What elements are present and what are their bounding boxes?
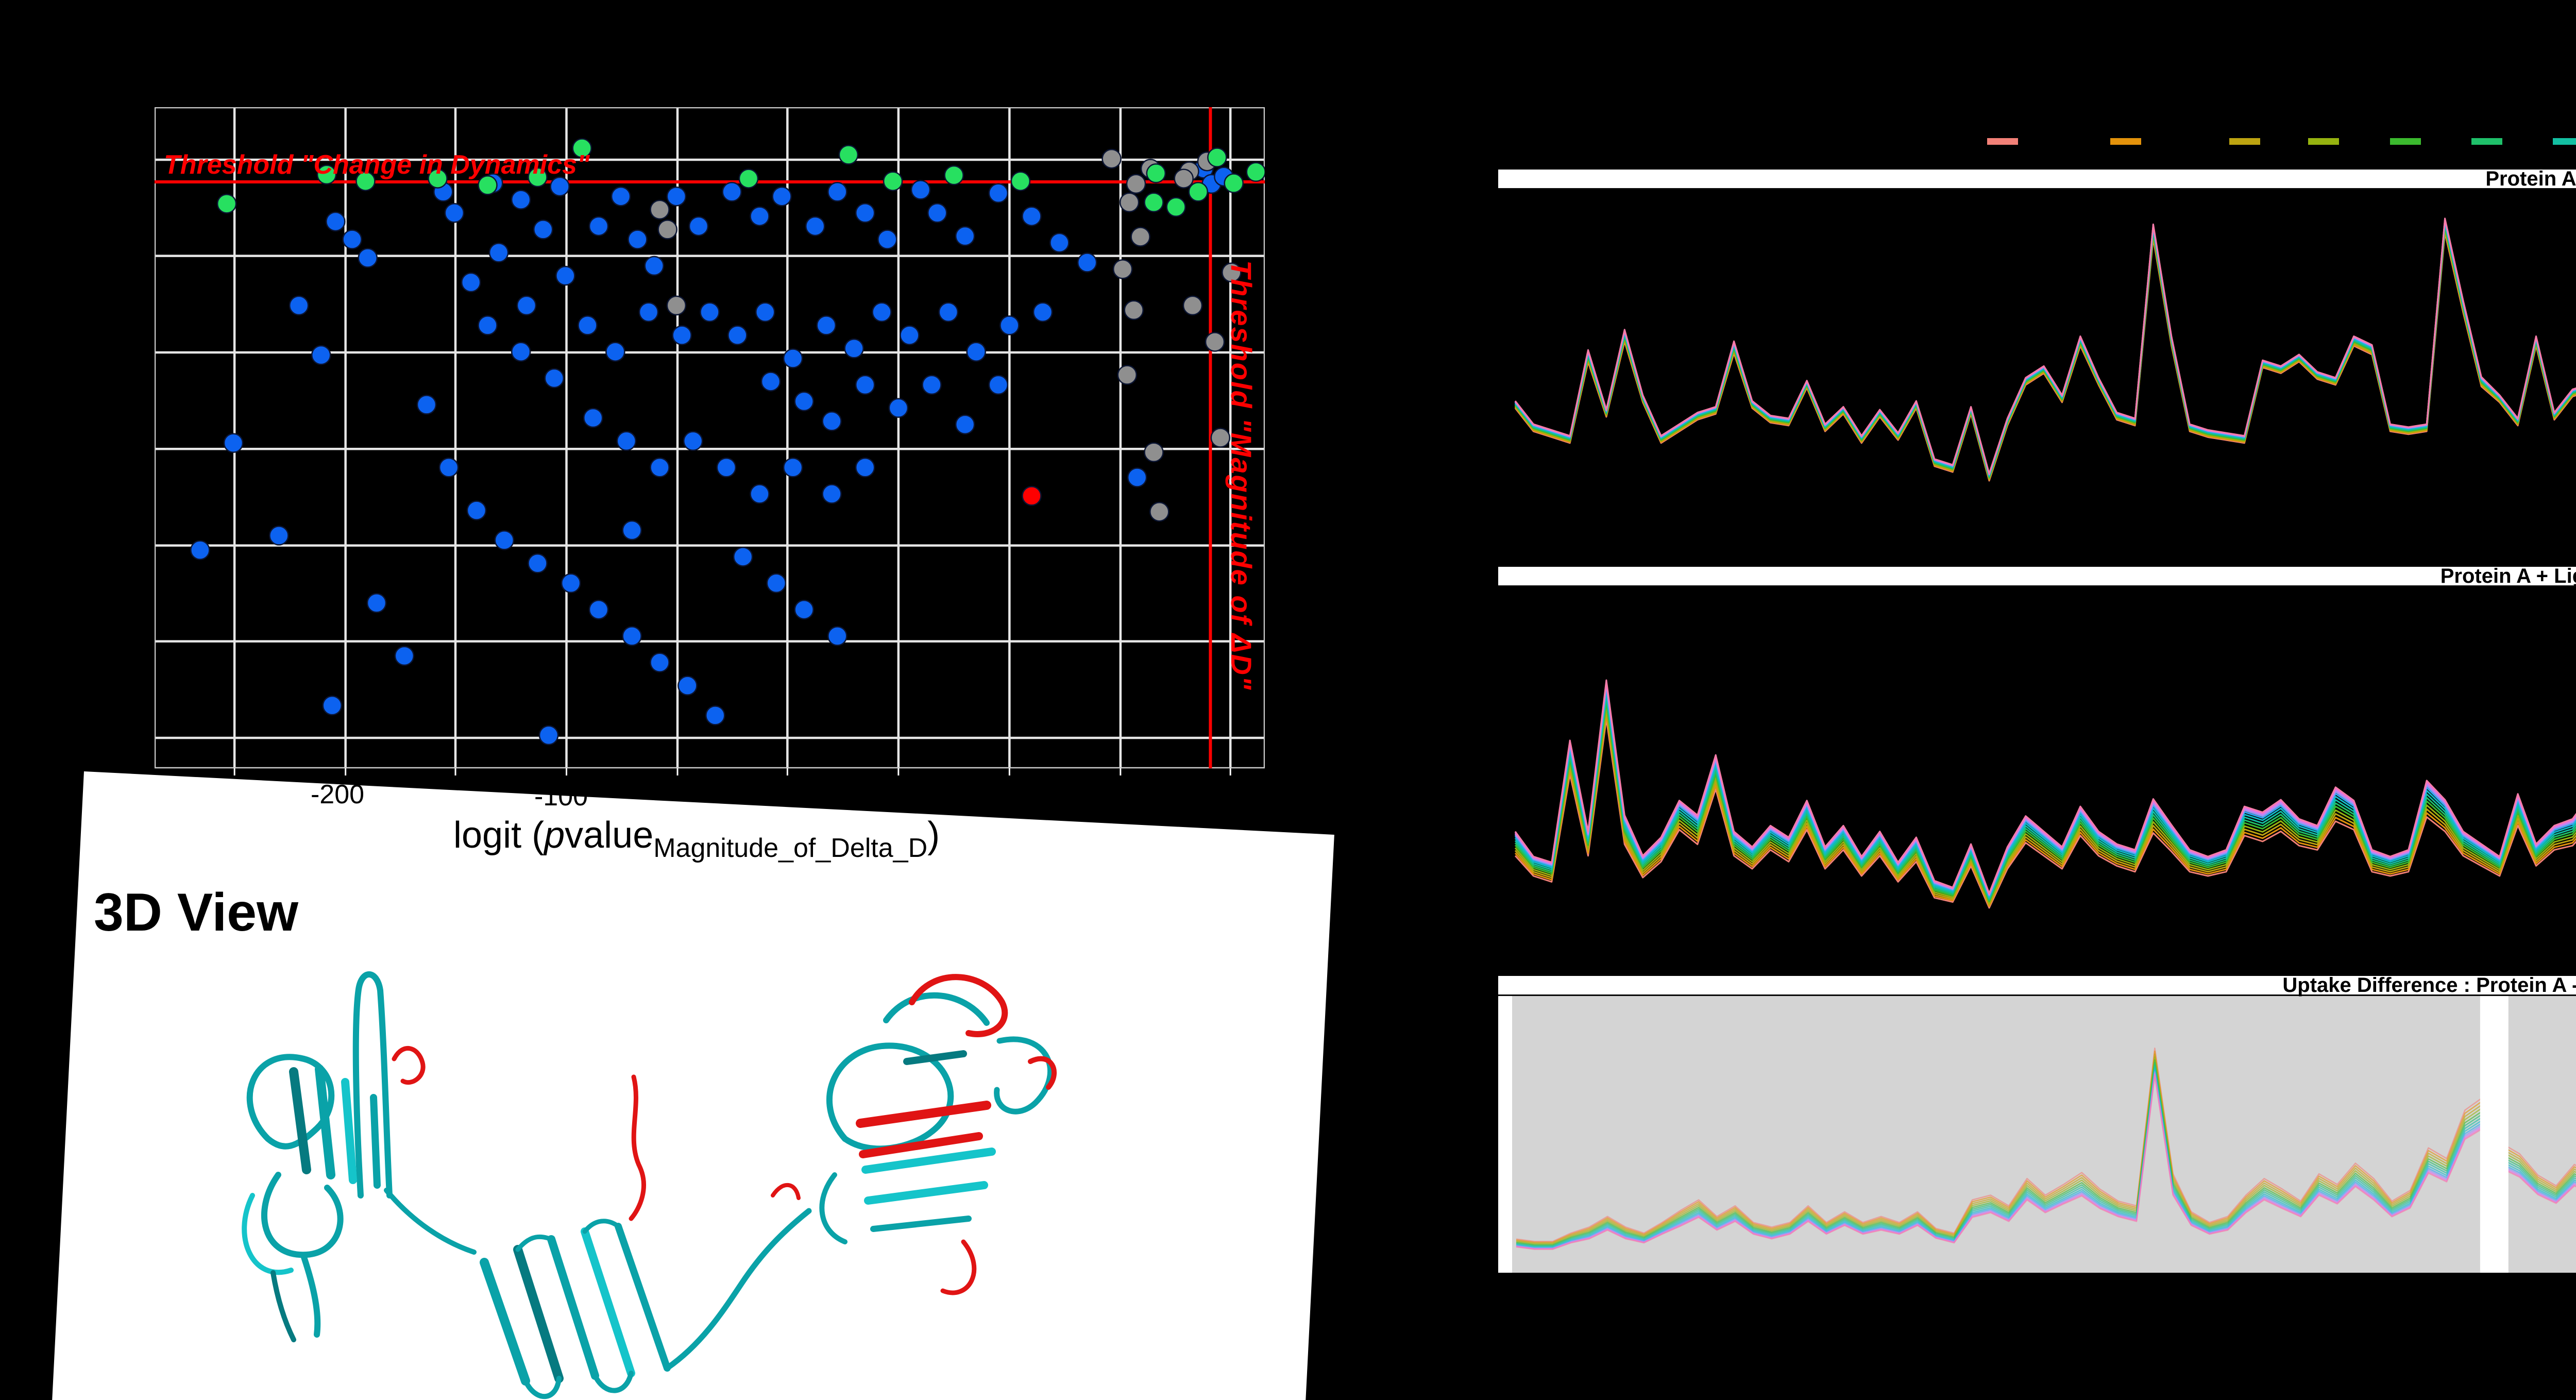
ribbon-highlight (1028, 1056, 1057, 1090)
ribbon-strand (341, 1078, 357, 1184)
ribbon-highlight (771, 1183, 801, 1200)
ribbon-strand (883, 992, 990, 1026)
ribbon-strand (261, 1172, 344, 1258)
volcano-scatter-plot[interactable] (155, 107, 1265, 777)
panel-title-protein-a: Protein A (2485, 167, 2576, 190)
panel-title-bar-protein-a: Protein A (1498, 167, 2576, 190)
ribbon-strand (352, 971, 393, 1199)
ribbon-strand (994, 1036, 1053, 1115)
ribbon-strand (242, 1193, 294, 1275)
ribbon-strand (480, 1258, 530, 1386)
legend-swatch-6 (2471, 138, 2502, 145)
x-tick-minus-200: -200 (310, 780, 365, 809)
ribbon-highlight (629, 1074, 646, 1221)
3d-view-title: 3D View (94, 883, 298, 942)
ribbon-strand (903, 1050, 967, 1065)
x-axis-label-value: value (565, 815, 654, 856)
x-axis-label-p: p (544, 815, 565, 856)
ribbon-loop (523, 1376, 562, 1399)
legend-swatch-1 (1987, 138, 2018, 145)
x-axis-label-suffix: ) (927, 815, 940, 856)
ribbon-strand (581, 1227, 635, 1377)
legend-swatch-4 (2308, 138, 2339, 145)
legend-swatch-7 (2553, 138, 2576, 145)
ribbon-loop (664, 1208, 812, 1371)
threshold-change-label: Threshold "Change in Dynamics" (164, 150, 590, 180)
ribbon-strand (289, 1067, 311, 1174)
x-axis-label-prefix: logit ( (453, 815, 545, 856)
ribbon-highlight (909, 974, 1008, 1037)
ribbon-loop (592, 1371, 634, 1393)
ribbon-loop (515, 1234, 554, 1252)
ribbon-strand (870, 1216, 972, 1232)
threshold-magnitude-label: Threshold "Magnitude of ΔD" (1225, 260, 1258, 691)
uptake-difference-plot[interactable] (1498, 994, 2576, 1273)
panel-title-bar-uptake-difference: Uptake Difference : Protein A - (Protein… (1498, 974, 2576, 997)
legend-swatch-5 (2390, 138, 2421, 145)
uptake-plot-protein-a[interactable] (1512, 198, 2576, 518)
ribbon-strand (270, 1270, 296, 1342)
legend-swatch-2 (2110, 138, 2141, 145)
ribbon-highlight (859, 1132, 983, 1158)
ribbon-strand (864, 1181, 988, 1205)
ribbon-highlight (392, 1046, 426, 1085)
ribbon-strand (301, 1254, 321, 1338)
x-axis-label: logit (pvalueMagnitude_of_Delta_D) (453, 814, 940, 864)
panel-title-uptake-difference: Uptake Difference : Protein A - (Protein… (2282, 974, 2576, 997)
ribbon-highlight (856, 1101, 991, 1128)
ribbon-strand (547, 1235, 599, 1380)
ribbon-strand (315, 1065, 335, 1179)
ribbon-strand (513, 1245, 564, 1383)
ribbon-strand (370, 1094, 381, 1189)
legend-swatch-3 (2229, 138, 2260, 145)
ribbon-strand (861, 1148, 996, 1174)
ribbon-highlight (940, 1239, 977, 1295)
ribbon-loop (384, 1188, 477, 1255)
panel-title-protein-a-ligand: Protein A + Ligand (2440, 565, 2576, 587)
ribbon-strand (819, 1172, 848, 1244)
ribbon-loop (582, 1219, 621, 1234)
x-tick-minus-100: -100 (534, 782, 588, 812)
protein-ribbon-graphic[interactable] (196, 953, 1123, 1400)
ribbon-strand (615, 1223, 671, 1372)
x-axis-label-subscript: Magnitude_of_Delta_D (653, 833, 928, 863)
panel-title-bar-protein-a-ligand: Protein A + Ligand (1498, 565, 2576, 587)
uptake-plot-protein-a-ligand[interactable] (1512, 608, 2576, 930)
